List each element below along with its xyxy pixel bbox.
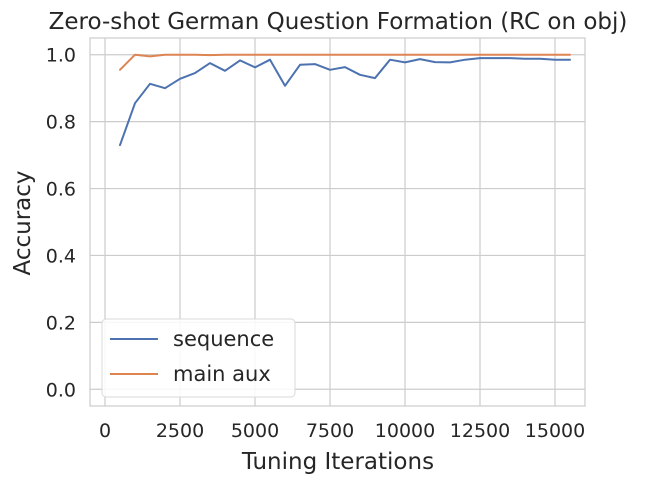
x-tick-label: 15000 (525, 420, 585, 442)
y-tick-label: 0.6 (46, 179, 76, 201)
y-tick-label: 0.4 (46, 245, 76, 267)
x-tick-label: 0 (99, 420, 111, 442)
x-tick-labels: 0 2500 5000 7500 10000 12500 15000 (99, 420, 585, 442)
legend-label: main aux (173, 362, 271, 386)
y-tick-label: 0.2 (46, 312, 76, 334)
x-tick-label: 7500 (306, 420, 354, 442)
x-tick-label: 12500 (450, 420, 510, 442)
legend: sequence main aux (101, 318, 296, 398)
y-tick-label: 0.0 (46, 379, 76, 401)
x-axis-label: Tuning Iterations (241, 449, 434, 475)
plot-frame (89, 37, 586, 407)
legend-label: sequence (173, 327, 274, 351)
y-tick-label: 1.0 (46, 45, 76, 67)
x-tick-label: 2500 (156, 420, 204, 442)
x-tick-label: 5000 (231, 420, 279, 442)
series-group (119, 53, 571, 147)
y-tick-label: 0.8 (46, 112, 76, 134)
y-tick-labels: 0.0 0.2 0.4 0.6 0.8 1.0 (46, 45, 76, 402)
series-line-sequence (119, 57, 571, 147)
x-tick-label: 10000 (375, 420, 435, 442)
y-axis-label: Accuracy (10, 170, 36, 275)
chart-title: Zero-shot German Question Formation (RC … (49, 9, 628, 35)
series-line-main-aux (119, 53, 571, 71)
